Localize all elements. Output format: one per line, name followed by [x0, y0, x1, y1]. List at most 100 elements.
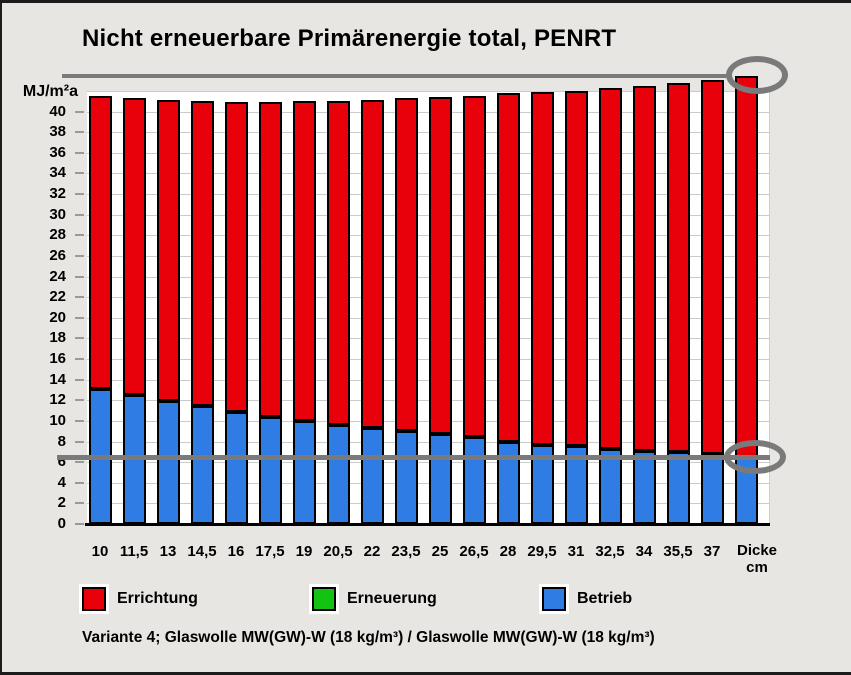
bar-segment-errichtung [496, 93, 520, 442]
x-tick-label: 23,5 [391, 543, 421, 560]
bar-segment-errichtung [564, 91, 588, 446]
bar-segment-betrieb [156, 401, 180, 524]
y-tick-mark [75, 461, 84, 464]
y-tick-label: 36 [49, 143, 66, 161]
y-tick-mark [75, 151, 84, 154]
legend-label-errichtung: Errichtung [117, 590, 198, 607]
y-tick-label: 12 [49, 391, 66, 409]
bar-segment-errichtung [734, 75, 758, 457]
legend-swatch-errichtung [82, 587, 106, 611]
y-tick-label: 18 [49, 329, 66, 347]
bar-segment-betrieb [666, 451, 690, 524]
y-tick-label: 30 [49, 205, 66, 223]
y-tick-label: 16 [49, 350, 66, 368]
bar-segment-errichtung [462, 96, 486, 438]
y-tick-label: 26 [49, 246, 66, 264]
y-tick-mark [75, 172, 84, 175]
legend-swatch-erneuerung [312, 587, 336, 611]
x-tick-label: 31 [567, 543, 585, 560]
bar-segment-betrieb [258, 416, 282, 524]
bar-segment-betrieb [462, 437, 486, 524]
bar-segment-betrieb [564, 445, 588, 524]
legend-label-erneuerung: Erneuerung [347, 590, 437, 607]
x-tick-label: 14,5 [187, 543, 217, 560]
y-tick-mark [75, 358, 84, 361]
x-tick-label: 32,5 [595, 543, 625, 560]
x-tick-label: 28 [499, 543, 517, 560]
bar-segment-errichtung [88, 96, 112, 389]
y-tick-mark [75, 481, 84, 484]
x-tick-label: 13 [159, 543, 177, 560]
y-tick-label: 22 [49, 288, 66, 306]
bar-segment-betrieb [700, 453, 724, 524]
x-axis-header-line1: Dicke [736, 542, 778, 559]
bar-segment-errichtung [530, 92, 554, 445]
bar-segment-betrieb [428, 434, 452, 524]
y-tick-mark [75, 234, 84, 237]
bar-segment-errichtung [632, 85, 656, 451]
x-tick-label: 10 [91, 543, 109, 560]
y-tick-label: 28 [49, 226, 66, 244]
x-tick-label: 34 [635, 543, 653, 560]
y-tick-label: 4 [57, 473, 66, 491]
y-tick-label: 8 [57, 432, 66, 450]
y-tick-mark [75, 502, 84, 505]
bar-segment-betrieb [326, 425, 350, 524]
x-tick-label: 22 [363, 543, 381, 560]
bar-segment-betrieb [394, 431, 418, 524]
gridline [87, 91, 770, 92]
x-tick-label: 16 [227, 543, 245, 560]
y-tick-mark [75, 337, 84, 340]
y-tick-label: 6 [57, 453, 66, 471]
bar-segment-errichtung [122, 98, 146, 396]
x-tick-label: 37 [703, 543, 721, 560]
bar-segment-errichtung [190, 101, 214, 407]
bar-segment-errichtung [666, 82, 690, 452]
bar-segment-errichtung [156, 100, 180, 402]
x-axis-header: Dicke cm [724, 542, 790, 576]
y-tick-label: 20 [49, 308, 66, 326]
bar-segment-errichtung [292, 101, 316, 421]
bar-segment-betrieb [360, 428, 384, 524]
bar-segment-errichtung [326, 101, 350, 426]
y-tick-label: 0 [57, 515, 66, 532]
bar-segment-errichtung [598, 87, 622, 449]
x-tick-label: 17,5 [255, 543, 285, 560]
legend-item-errichtung: Errichtung [82, 587, 198, 611]
bar-segment-betrieb [598, 448, 622, 524]
legend-label-betrieb: Betrieb [577, 590, 633, 607]
y-tick-mark [75, 275, 84, 278]
y-tick-label: 24 [49, 267, 66, 285]
reference-line-total [62, 73, 732, 78]
y-tick-mark [75, 193, 84, 196]
bar-segment-errichtung [360, 100, 384, 429]
x-tick-label: 29,5 [527, 543, 557, 560]
bar-segment-betrieb [292, 420, 316, 524]
chart-title: Nicht erneuerbare Primärenergie total, P… [82, 25, 617, 52]
bar-segment-errichtung [394, 98, 418, 432]
y-tick-label: 32 [49, 185, 66, 203]
y-tick-label: 14 [49, 370, 66, 388]
y-tick-mark [75, 110, 84, 113]
x-axis-header-line2: cm [746, 559, 768, 576]
y-tick-mark [75, 213, 84, 216]
x-tick-label: 26,5 [459, 543, 489, 560]
highlight-ellipse-betrieb [724, 439, 786, 474]
y-tick-mark [75, 131, 84, 134]
bar-segment-betrieb [190, 406, 214, 524]
bar-segment-betrieb [224, 411, 248, 524]
y-tick-label: 2 [57, 494, 66, 512]
y-tick-label: 40 [49, 102, 66, 120]
y-tick-label: 38 [49, 123, 66, 141]
x-tick-label: 25 [431, 543, 449, 560]
bar-segment-betrieb [632, 450, 656, 524]
x-tick-label: 35,5 [663, 543, 693, 560]
y-tick-mark [75, 254, 84, 257]
y-tick-mark [75, 419, 84, 422]
y-tick-mark [75, 399, 84, 402]
x-tick-label: 20,5 [323, 543, 353, 560]
y-tick-label: 10 [49, 411, 66, 429]
x-tick-label: 11,5 [119, 543, 149, 560]
legend-item-erneuerung: Erneuerung [312, 587, 437, 611]
